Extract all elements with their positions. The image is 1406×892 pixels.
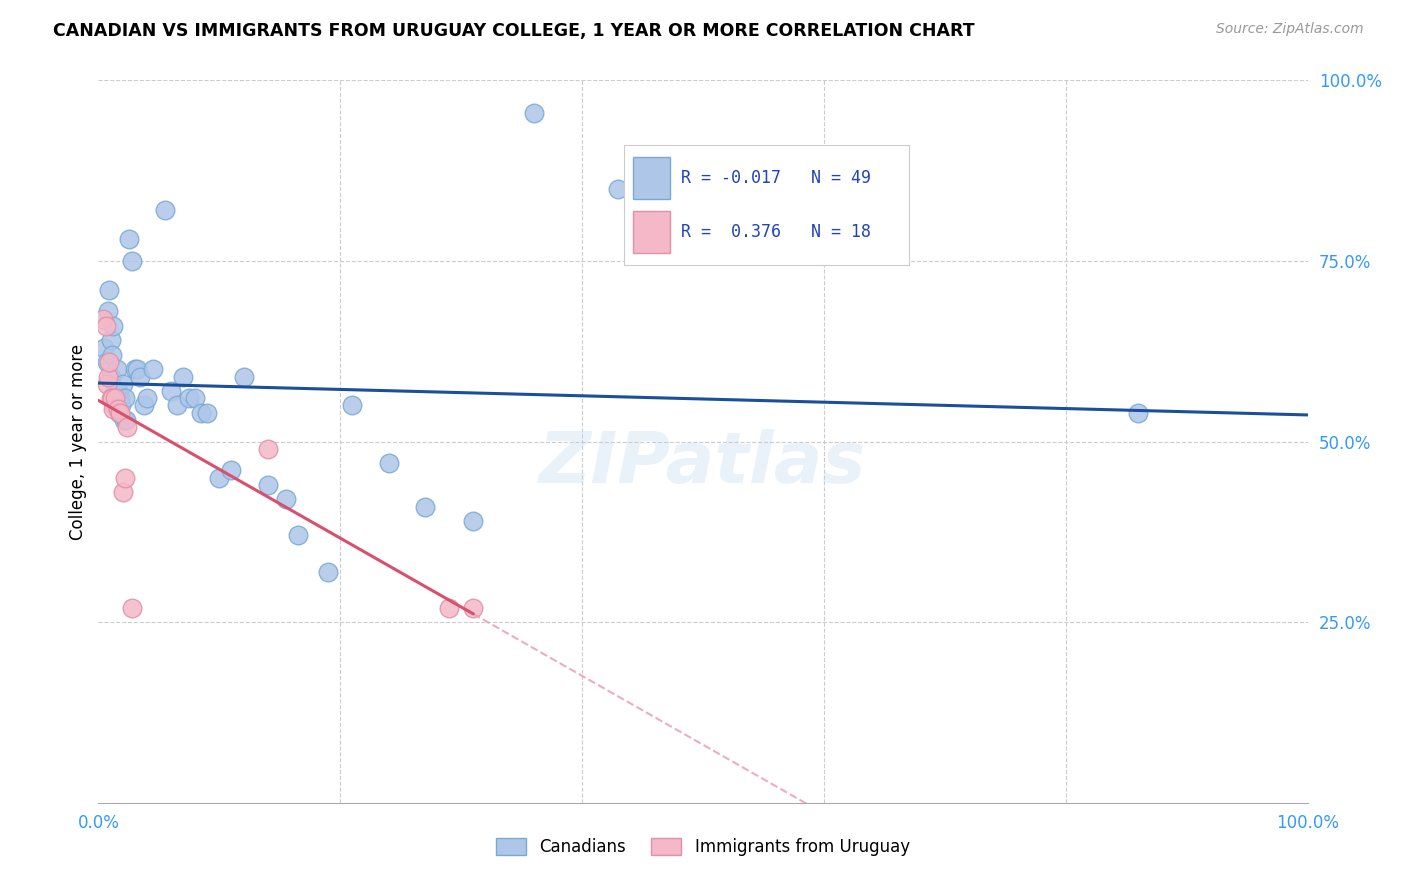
Point xyxy=(101,402,124,417)
Point xyxy=(97,304,120,318)
Point xyxy=(104,391,127,405)
Point xyxy=(274,492,297,507)
Point xyxy=(117,420,139,434)
Point xyxy=(172,369,194,384)
Point xyxy=(134,398,156,412)
Point xyxy=(256,478,278,492)
Point xyxy=(190,406,212,420)
Point xyxy=(256,442,278,456)
Point xyxy=(100,391,122,405)
Point xyxy=(437,600,460,615)
Point xyxy=(111,376,134,391)
Point xyxy=(112,413,135,427)
Point xyxy=(127,362,149,376)
Point xyxy=(463,514,485,528)
Point xyxy=(101,318,124,333)
Point xyxy=(100,391,122,405)
Point xyxy=(316,565,339,579)
Point xyxy=(100,348,122,362)
Point xyxy=(208,470,231,484)
Point xyxy=(96,355,118,369)
Point xyxy=(96,376,118,391)
Point xyxy=(118,232,141,246)
Point xyxy=(221,463,243,477)
Point xyxy=(105,362,128,376)
Point xyxy=(135,391,157,405)
Point xyxy=(97,369,120,384)
Point xyxy=(108,406,131,420)
Point xyxy=(114,391,136,405)
Point xyxy=(128,369,150,384)
Text: ZIPatlas: ZIPatlas xyxy=(540,429,866,498)
Point xyxy=(100,334,122,348)
Point xyxy=(195,406,218,420)
Point xyxy=(342,398,364,412)
Point xyxy=(142,362,165,376)
Legend: Canadians, Immigrants from Uruguay: Canadians, Immigrants from Uruguay xyxy=(489,831,917,863)
Text: Source: ZipAtlas.com: Source: ZipAtlas.com xyxy=(1216,22,1364,37)
Point xyxy=(98,283,121,297)
Point xyxy=(104,384,127,398)
Point xyxy=(124,362,146,376)
Point xyxy=(115,413,138,427)
Point xyxy=(108,391,131,405)
Point xyxy=(232,369,254,384)
Point xyxy=(114,470,136,484)
Point xyxy=(377,456,399,470)
Point xyxy=(166,398,188,412)
Point xyxy=(111,485,134,500)
Point xyxy=(121,600,143,615)
Point xyxy=(103,398,125,412)
Point xyxy=(108,406,131,420)
Point xyxy=(91,311,114,326)
Point xyxy=(93,341,115,355)
Point xyxy=(160,384,183,398)
Point xyxy=(413,500,436,514)
Y-axis label: College, 1 year or more: College, 1 year or more xyxy=(69,343,87,540)
Point xyxy=(184,391,207,405)
Point xyxy=(121,253,143,268)
Point xyxy=(179,391,201,405)
Point xyxy=(98,355,121,369)
Point xyxy=(1128,406,1150,420)
Text: CANADIAN VS IMMIGRANTS FROM URUGUAY COLLEGE, 1 YEAR OR MORE CORRELATION CHART: CANADIAN VS IMMIGRANTS FROM URUGUAY COLL… xyxy=(53,22,974,40)
Point xyxy=(463,600,485,615)
Point xyxy=(287,528,309,542)
Point xyxy=(107,402,129,417)
Point xyxy=(153,203,176,218)
Point xyxy=(110,398,132,412)
Point xyxy=(100,369,122,384)
Point xyxy=(607,182,630,196)
Point xyxy=(107,384,129,398)
Point xyxy=(523,105,546,120)
Point xyxy=(94,318,117,333)
